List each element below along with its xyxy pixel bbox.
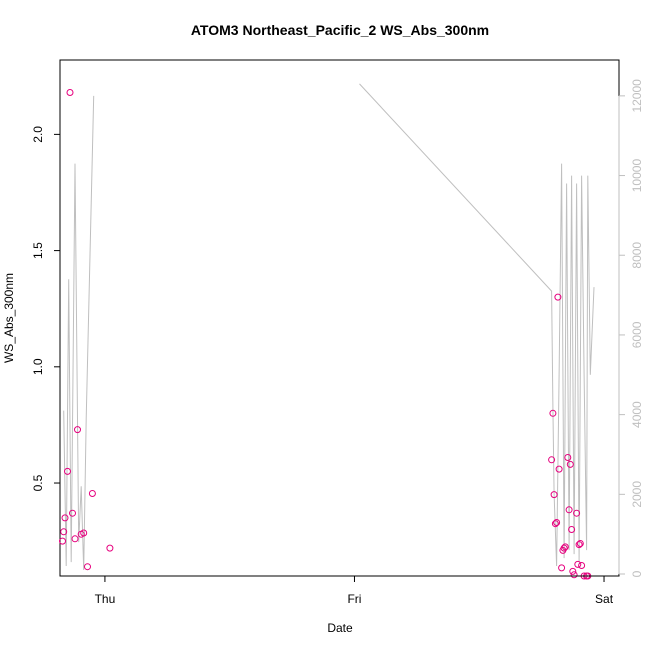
y-tick-label: 1.5: [31, 242, 45, 259]
data-point: [555, 465, 563, 473]
y2-tick-label: 10000: [630, 159, 644, 193]
data-point: [558, 564, 566, 572]
y2-tick-label: 0: [630, 570, 644, 577]
data-point: [84, 563, 91, 571]
data-point: [565, 506, 573, 514]
x-tick-label: Fri: [347, 592, 361, 606]
data-point: [551, 520, 559, 528]
data-point: [568, 526, 576, 533]
data-point: [66, 89, 74, 96]
data-point: [550, 491, 558, 499]
y2-tick-label: 12000: [630, 79, 644, 113]
y2-tick-label: 4000: [630, 401, 644, 428]
data-point: [71, 535, 79, 543]
data-point: [561, 543, 569, 551]
data-point: [74, 426, 81, 434]
data-point: [88, 490, 96, 497]
data-point: [573, 509, 581, 517]
series-line: [63, 95, 95, 571]
chart-title: ATOM3 Northeast_Pacific_2 WS_Abs_300nm: [191, 22, 489, 38]
data-point: [549, 409, 557, 417]
data-point: [564, 454, 572, 461]
y2-tick-label: 8000: [630, 242, 644, 269]
point-layer: [59, 89, 592, 580]
data-point: [554, 293, 562, 301]
y-axis-label: WS_Abs_300nm: [2, 273, 16, 363]
y-tick-label: 1.0: [31, 358, 45, 375]
data-point: [575, 541, 583, 549]
data-point: [570, 571, 578, 579]
data-point: [60, 528, 68, 536]
y-tick-label: 0.5: [31, 474, 45, 491]
y-tick-label: 2.0: [31, 126, 45, 143]
y2-tick-label: 2000: [630, 481, 644, 508]
x-tick-label: Thu: [95, 592, 116, 606]
data-point: [578, 562, 586, 569]
x-tick-label: Sat: [595, 592, 614, 606]
data-point: [64, 467, 71, 475]
axis-layer: 0.5 1.0 1.5 2.0 0 2000 4000 6000 8000 10000 12000 T…: [31, 79, 644, 606]
data-point: [560, 544, 568, 552]
data-point: [548, 456, 556, 464]
data-point: [566, 460, 574, 468]
data-point: [106, 544, 114, 552]
x-axis-label: Date: [327, 621, 353, 635]
data-point: [80, 529, 88, 537]
data-point: [569, 567, 577, 575]
y2-tick-label: 6000: [630, 321, 644, 348]
data-point: [59, 537, 66, 545]
line-layer: [63, 83, 595, 571]
data-point: [61, 514, 69, 522]
data-point: [69, 509, 76, 517]
data-point: [553, 519, 561, 526]
series-line: [359, 83, 595, 567]
data-point: [576, 540, 584, 547]
plot-area-frame: [59, 59, 620, 577]
data-point: [574, 560, 582, 568]
